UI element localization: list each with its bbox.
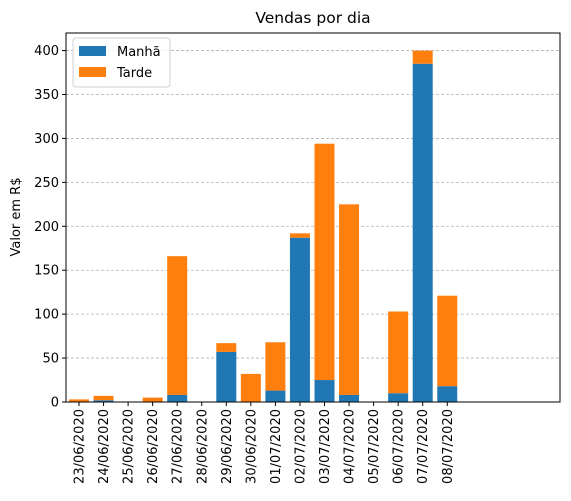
bar-segment [216, 343, 236, 352]
x-tick-label: 07/07/2020 [416, 409, 431, 484]
x-tick-label: 24/06/2020 [97, 409, 112, 484]
bar-segment [339, 204, 359, 395]
y-tick-label: 400 [34, 44, 59, 59]
plot-frame [66, 33, 560, 402]
bar-segment [290, 233, 310, 237]
bar-segment [290, 238, 310, 402]
bar-segment [437, 386, 457, 402]
bar-segment [167, 395, 187, 402]
x-tick-label: 27/06/2020 [171, 409, 186, 484]
bar-segment [437, 296, 457, 386]
x-tick-label: 30/06/2020 [244, 409, 259, 484]
x-tick-label: 28/06/2020 [195, 409, 210, 484]
bar-segment [339, 395, 359, 402]
bar-segment [315, 144, 335, 380]
y-tick-label: 200 [34, 220, 59, 235]
y-tick-label: 350 [34, 88, 59, 103]
bar-segment [241, 374, 261, 402]
gridlines [66, 51, 560, 402]
x-tick-label: 02/07/2020 [293, 409, 308, 484]
bar-segment [167, 256, 187, 395]
bar-segment [94, 396, 114, 400]
y-tick-label: 100 [34, 308, 59, 323]
bar-segment [265, 391, 285, 402]
y-axis-label: Valor em R$ [9, 178, 24, 257]
bar-segment [265, 342, 285, 390]
legend-label: Manhã [117, 45, 161, 60]
bar-segment [315, 380, 335, 402]
y-tick-label: 150 [34, 264, 59, 279]
legend-label: Tarde [116, 66, 152, 81]
y-tick-label: 250 [34, 176, 59, 191]
x-tick-label: 08/07/2020 [441, 409, 456, 484]
y-tick-label: 300 [34, 132, 59, 147]
x-tick-label: 03/07/2020 [318, 409, 333, 484]
bar-segment [413, 51, 433, 64]
x-tick-label: 04/07/2020 [343, 409, 358, 484]
y-tick-label: 0 [51, 396, 59, 411]
x-tick-label: 25/06/2020 [122, 409, 137, 484]
x-tick-label: 05/07/2020 [367, 409, 382, 484]
y-tick-label: 50 [42, 352, 59, 367]
x-axis: 23/06/2020 24/06/2020 25/06/2020 26/06/2020… [73, 402, 456, 484]
bar-segment [143, 398, 163, 402]
x-tick-label: 06/07/2020 [392, 409, 407, 484]
chart-title: Vendas por dia [255, 9, 370, 27]
x-tick-label: 26/06/2020 [146, 409, 161, 484]
y-axis: 0 50 100 150 200 250 300 350 400 [34, 44, 66, 410]
bar-segment [413, 64, 433, 402]
legend-swatch [79, 46, 106, 56]
x-tick-label: 01/07/2020 [269, 409, 284, 484]
x-tick-label: 23/06/2020 [73, 409, 88, 484]
bar-segment [388, 393, 408, 402]
bar-segment [388, 312, 408, 394]
legend-swatch [79, 67, 106, 77]
bar-segment [216, 352, 236, 402]
legend: Manhã Tarde [73, 38, 170, 87]
x-tick-label: 29/06/2020 [220, 409, 235, 484]
